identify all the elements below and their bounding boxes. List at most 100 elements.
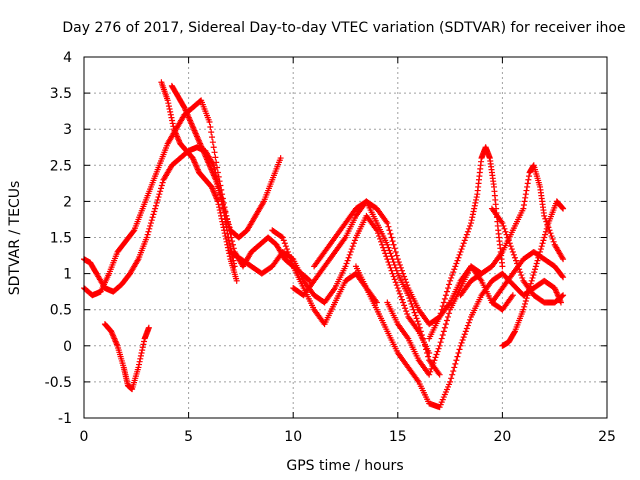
data-point xyxy=(452,360,459,367)
data-point xyxy=(391,261,398,268)
data-point xyxy=(158,182,165,189)
data-point xyxy=(471,205,478,212)
data-point xyxy=(219,198,226,205)
data-point xyxy=(227,243,234,250)
data-point xyxy=(538,243,545,250)
data-point xyxy=(389,238,396,245)
data-point xyxy=(233,277,240,284)
data-point xyxy=(349,243,356,250)
data-point xyxy=(407,298,414,305)
y-tick-label: 1 xyxy=(63,267,72,283)
data-point xyxy=(136,358,143,365)
data-point xyxy=(286,251,293,258)
data-point xyxy=(520,306,527,313)
x-tick-label: 25 xyxy=(598,429,616,445)
data-point xyxy=(212,154,219,161)
data-point xyxy=(225,234,232,241)
axis-ticks: 0 5 10 15 20 25 -1 -0.5 0 0.5 1 1.5 2 2.5 3 3.5 4 xyxy=(45,50,616,445)
data-point xyxy=(380,244,387,251)
data-point xyxy=(288,257,295,264)
data-point xyxy=(231,263,238,270)
data-point xyxy=(434,348,441,355)
x-axis-label: GPS time / hours xyxy=(286,458,403,474)
data-point xyxy=(385,259,392,266)
data-point xyxy=(165,103,172,110)
data-point xyxy=(211,149,218,156)
data-point xyxy=(446,281,453,288)
y-tick-label: 0.5 xyxy=(50,303,72,319)
data-point xyxy=(514,260,521,267)
series-track-5 xyxy=(168,82,238,270)
x-tick-label: 15 xyxy=(389,429,407,445)
data-points xyxy=(81,79,567,411)
data-point xyxy=(470,208,477,215)
data-point xyxy=(463,325,470,332)
data-point xyxy=(170,123,177,130)
data-point xyxy=(472,199,479,206)
data-point xyxy=(540,237,547,244)
data-point xyxy=(386,247,393,254)
data-point xyxy=(443,288,450,295)
data-point xyxy=(222,220,229,227)
data-point xyxy=(139,344,146,351)
data-point xyxy=(342,263,349,270)
data-point xyxy=(542,231,549,238)
data-point xyxy=(506,240,513,247)
data-point xyxy=(147,222,154,229)
data-point xyxy=(409,303,416,310)
data-point xyxy=(501,225,508,232)
data-point xyxy=(539,240,546,247)
x-tick-label: 10 xyxy=(284,429,302,445)
data-point xyxy=(537,248,544,255)
data-point xyxy=(426,371,433,378)
data-point xyxy=(557,299,564,306)
data-point xyxy=(503,231,510,238)
data-point xyxy=(450,368,457,375)
data-point xyxy=(392,248,399,255)
data-point xyxy=(559,273,566,280)
series-track-9 xyxy=(311,198,443,378)
data-point xyxy=(402,305,409,312)
data-point xyxy=(222,216,229,223)
data-point xyxy=(348,246,355,253)
data-point xyxy=(425,353,432,360)
data-point xyxy=(374,230,381,237)
series-track-2 xyxy=(81,97,313,299)
y-tick-label: 4 xyxy=(63,50,72,66)
data-point xyxy=(451,364,458,371)
data-point xyxy=(159,179,166,186)
data-point xyxy=(509,292,516,299)
data-point xyxy=(277,155,284,162)
data-point xyxy=(394,285,401,292)
data-point xyxy=(420,339,427,346)
data-point xyxy=(449,371,456,378)
data-point xyxy=(153,199,160,206)
data-point xyxy=(148,217,155,224)
data-point xyxy=(445,285,452,292)
data-point xyxy=(452,263,459,270)
data-point xyxy=(152,202,159,209)
data-point xyxy=(214,169,221,176)
data-point xyxy=(230,245,237,252)
data-point xyxy=(462,234,469,241)
data-point xyxy=(167,108,174,115)
data-point xyxy=(507,243,514,250)
data-point xyxy=(405,292,412,299)
data-point xyxy=(439,303,446,310)
data-point xyxy=(226,240,233,247)
data-point xyxy=(536,251,543,258)
data-point xyxy=(387,230,394,237)
data-point xyxy=(543,225,550,232)
data-point xyxy=(403,308,410,315)
y-tick-label: 1.5 xyxy=(50,231,72,247)
data-point xyxy=(524,180,531,187)
data-point xyxy=(531,269,538,276)
data-point xyxy=(440,299,447,306)
data-point xyxy=(468,217,475,224)
data-point xyxy=(414,318,421,325)
data-point xyxy=(439,331,446,338)
data-point xyxy=(460,334,467,341)
series-track-1 xyxy=(81,144,284,295)
data-point xyxy=(549,235,556,242)
data-point xyxy=(394,256,401,263)
